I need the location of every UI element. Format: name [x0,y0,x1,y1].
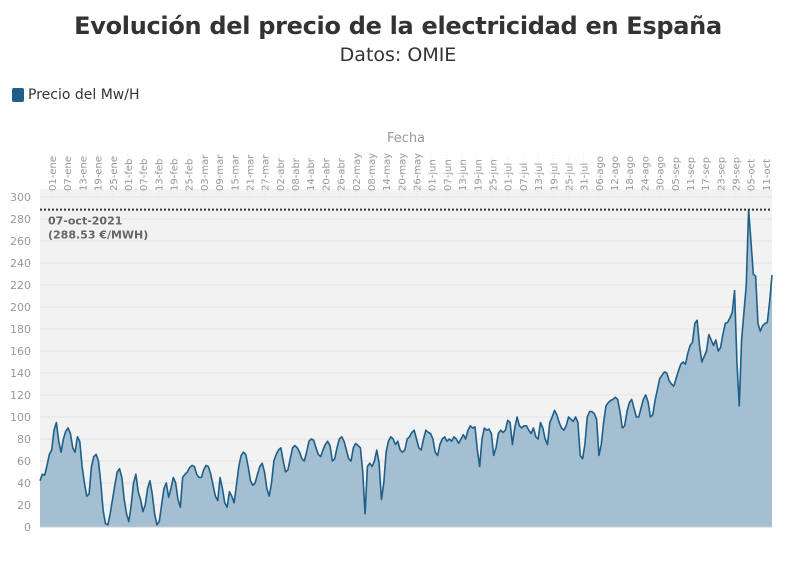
y-tick-label: 240 [10,257,31,270]
x-tick-label: 25-ene [109,156,120,191]
x-tick-label: 08-may [367,153,378,191]
x-tick-label: 26-may [413,153,424,191]
x-tick-label: 30-ago [656,156,667,191]
chart-subtitle: Datos: OMIE [339,44,457,66]
plot-background [40,189,772,527]
x-tick-label: 07-jul [519,163,530,191]
y-tick-label: 160 [10,345,31,358]
x-tick-label: 13-ene [78,156,89,191]
x-tick-label: 05-oct [747,159,758,191]
legend[interactable]: Precio del Mw/H [12,87,139,103]
y-tick-label: 260 [10,235,31,248]
series-line [39,208,773,526]
x-tick-label: 14-abr [306,157,317,191]
y-tick-label: 200 [10,301,31,314]
y-tick-label: 120 [10,389,31,402]
annotation-date: 07-oct-2021 [48,215,122,228]
x-tick-label: 19-jul [549,163,560,191]
x-tick-label: 14-may [382,153,393,191]
x-tick-label: 03-mar [200,154,211,191]
y-tick-label: 80 [17,433,31,446]
x-tick-label: 19-jun [473,159,484,191]
x-tick-label: 31-jul [580,163,591,191]
x-tick-label: 07-ene [63,156,74,191]
x-axis-label: Fecha [387,131,425,146]
x-tick-label: 18-ago [625,156,636,191]
x-tick-label: 05-sep [671,157,682,191]
x-tick-label: 17-sep [701,157,712,191]
y-tick-label: 60 [17,455,31,468]
chart-title: Evolución del precio de la electricidad … [74,12,722,40]
x-tick-label: 26-abr [337,157,348,191]
x-tick-label: 09-mar [215,154,226,191]
y-tick-label: 40 [17,477,31,490]
y-tick-label: 0 [24,521,31,534]
x-tick-label: 01-jul [504,163,515,191]
x-tick-label: 01-jun [428,159,439,191]
legend-label: Precio del Mw/H [28,87,140,103]
y-tick-label: 20 [17,499,31,512]
x-tick-label: 15-mar [230,154,241,191]
y-tick-label: 220 [10,279,31,292]
y-tick-label: 280 [10,213,31,226]
x-tick-label: 21-mar [245,154,256,191]
x-tick-label: 19-ene [94,156,105,191]
x-tick-label: 23-sep [716,157,727,191]
x-tick-label: 06-ago [595,156,606,191]
x-tick-label: 13-jul [534,163,545,191]
x-tick-label: 13-feb [154,159,165,191]
x-tick-label: 08-abr [291,157,302,191]
x-tick-label: 11-sep [686,157,697,191]
series-area [40,209,772,527]
x-tick-label: 24-ago [640,156,651,191]
legend-swatch [12,88,24,102]
x-tick-label: 29-sep [732,157,743,191]
x-tick-label: 07-jun [443,159,454,191]
x-tick-label: 25-jun [489,159,500,191]
x-tick-label: 13-jun [458,159,469,191]
x-tick-label: 01-ene [48,156,59,191]
x-tick-label: 25-feb [185,159,196,191]
x-tick-label: 02-may [352,153,363,191]
y-tick-label: 300 [10,191,31,204]
x-tick-label: 20-abr [321,157,332,191]
x-tick-label: 27-mar [261,154,272,191]
x-tick-label: 19-feb [170,159,181,191]
x-tick-label: 07-feb [139,159,150,191]
x-tick-label: 11-oct [762,159,773,191]
x-tick-label: 20-may [397,153,408,191]
annotation-value: (288.53 €/MWH) [48,229,148,242]
x-tick-label: 01-feb [124,159,135,191]
x-tick-label: 12-ago [610,156,621,191]
y-tick-label: 100 [10,411,31,424]
y-tick-label: 140 [10,367,31,380]
y-tick-label: 180 [10,323,31,336]
x-tick-label: 25-jul [564,163,575,191]
x-tick-label: 02-abr [276,157,287,191]
